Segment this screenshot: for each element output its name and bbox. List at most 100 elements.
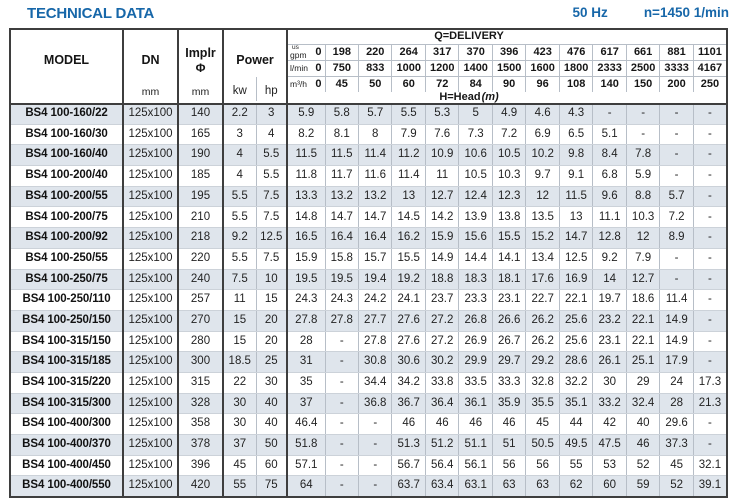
model-cell: BS4 100-400/550 <box>10 475 124 497</box>
head-value-cell: - <box>693 206 727 229</box>
head-value-cell: 35.5 <box>525 393 560 415</box>
head-value-cell: 60 <box>592 475 627 497</box>
head-value-cell: 27.8 <box>287 310 326 332</box>
dn-cell: 125x100 <box>123 165 179 187</box>
frequency-label: 50 Hz <box>572 5 608 20</box>
delivery-unit-row-gpm: us gpm 0 198 220 264 317 370 396 423 476 617 661 881 1… <box>10 44 727 61</box>
power-hp-cell: 60 <box>256 455 289 477</box>
power-hp-cell: 7.5 <box>256 186 289 208</box>
head-value-cell: 18.6 <box>626 289 661 311</box>
head-value-cell: 50.5 <box>525 434 560 456</box>
impeller-diameter-cell: 140 <box>178 103 224 125</box>
head-value-cell: 11.5 <box>559 186 594 208</box>
head-value-cell: 24.3 <box>287 289 326 311</box>
dn-header-cell: DN mm <box>123 29 179 105</box>
head-header: H=Head(m) <box>287 91 727 105</box>
head-value-cell: 12.7 <box>425 186 460 208</box>
head-value-cell: 34.2 <box>391 372 426 394</box>
head-value-cell: 22.1 <box>559 289 594 311</box>
table-row: BS4 100-250/55 125x100 220 5.5 7.5 15.9 15.8 15… <box>10 248 727 270</box>
head-value-cell: 29.2 <box>525 351 560 373</box>
head-value-cell: 9.2 <box>592 248 627 270</box>
dn-cell: 125x100 <box>123 331 179 353</box>
head-value-cell: 12.5 <box>559 248 594 270</box>
head-value-cell: 11.8 <box>287 165 326 187</box>
head-value-cell: 39.1 <box>698 479 722 492</box>
head-value-cell: 30.8 <box>358 351 393 373</box>
model-cell: BS4 100-160/22 <box>10 103 124 125</box>
table-row: BS4 100-400/450 125x100 396 45 60 57.1- -56.7 5… <box>10 455 727 477</box>
power-hp-cell: 20 <box>256 310 289 332</box>
head-value-cell: 26.8 <box>458 310 493 332</box>
head-value-cell: 14.7 <box>358 206 393 229</box>
page-title: TECHNICAL DATA <box>27 5 155 22</box>
head-value-cell: 7.6 <box>425 124 460 146</box>
head-value-cell: 17.9 <box>659 351 694 373</box>
head-value-cell: 13.4 <box>525 248 560 270</box>
head-value-cell: - <box>693 186 727 208</box>
head-value-cell: 10.9 <box>425 144 460 167</box>
head-value-cell: 30.6 <box>391 351 426 373</box>
head-value-cell: 63.4 <box>425 475 460 497</box>
head-value-cell: 7.8 <box>626 144 661 167</box>
head-value-cell: 7.2 <box>659 206 694 229</box>
flow-value: 3333 <box>659 60 694 77</box>
impeller-diameter-cell: 396 <box>178 455 224 477</box>
head-value-cell: - <box>358 475 393 497</box>
head-value-cell: - <box>693 227 727 249</box>
head-value-cell: 12.3 <box>492 186 527 208</box>
head-value-cell: 16.9 <box>559 269 594 291</box>
head-value-cell: 56.4 <box>425 455 460 477</box>
head-value-cell: 27.8 <box>325 310 360 332</box>
dn-cell: 125x100 <box>123 413 179 435</box>
power-kw-cell: 4 <box>223 144 257 167</box>
head-value-cell: 11.7 <box>325 165 360 187</box>
head-value-cell: 15.9 <box>425 227 460 249</box>
head-value-cell: 26.9 <box>458 331 493 353</box>
power-kw-cell: 15 <box>223 310 257 332</box>
head-value-cell: 26.2 <box>525 331 560 353</box>
model-header-label: MODEL <box>43 53 90 67</box>
head-value-cell: 63.1 <box>458 475 493 497</box>
head-value-cell: - <box>659 144 694 167</box>
head-value-cell: - <box>693 103 727 125</box>
head-value-cell: 57.1 <box>287 455 326 477</box>
head-value-cell: 26.7 <box>492 331 527 353</box>
head-value-cell: 5 <box>458 103 493 125</box>
impeller-diameter-cell: 210 <box>178 206 224 229</box>
head-value-cell: 33.8 <box>425 372 460 394</box>
head-value-cell: 11.4 <box>659 289 694 311</box>
flow-unit-label: m³/h <box>290 78 308 89</box>
head-value-cell: 62 <box>559 475 594 497</box>
head-value-cell: 24 <box>659 372 694 394</box>
flow-unit-label: l/min <box>290 62 308 73</box>
power-header-label: Power <box>236 53 274 67</box>
table-row: BS4 100-200/75 125x100 210 5.5 7.5 14.8 14.7 14… <box>10 206 727 229</box>
head-value-cell: 14.9 <box>425 248 460 270</box>
head-value-cell: 11.5 <box>287 144 326 167</box>
power-hp-cell: 50 <box>256 434 289 456</box>
power-hp-cell: 15 <box>256 289 289 311</box>
flow-value: 1600 <box>525 60 560 77</box>
head-value-cell: 13.3 <box>287 186 326 208</box>
head-value-cell: 19.7 <box>592 289 627 311</box>
head-value-cell: 15.9 <box>287 248 326 270</box>
head-value-cell: 27.6 <box>391 310 426 332</box>
head-value-cell: 23.7 <box>425 289 460 311</box>
head-value-cell: 7.9 <box>391 124 426 146</box>
pump-rows: BS4 100-160/22 125x100 140 2.2 3 5.9 5.8 5.7 5.5… <box>10 103 727 497</box>
head-value-cell: 18.1 <box>492 269 527 291</box>
head-value-cell: 13 <box>391 186 426 208</box>
model-cell: BS4 100-200/40 <box>10 165 124 187</box>
table-row: BS4 100-315/300 125x100 328 30 40 37-36.8 36.7… <box>10 393 727 415</box>
head-value-cell: 5.7 <box>358 103 393 125</box>
head-value-cell: 12 <box>525 186 560 208</box>
head-value-cell: 46 <box>492 413 527 435</box>
head-value-cell: 9.8 <box>559 144 594 167</box>
model-cell: BS4 100-315/185 <box>10 351 124 373</box>
model-cell: BS4 100-200/92 <box>10 227 124 249</box>
head-value-cell: 16.4 <box>358 227 393 249</box>
power-kw-cell: 37 <box>223 434 257 456</box>
head-value-cell: 29.6 <box>659 413 694 435</box>
head-value-cell: 46 <box>391 413 426 435</box>
